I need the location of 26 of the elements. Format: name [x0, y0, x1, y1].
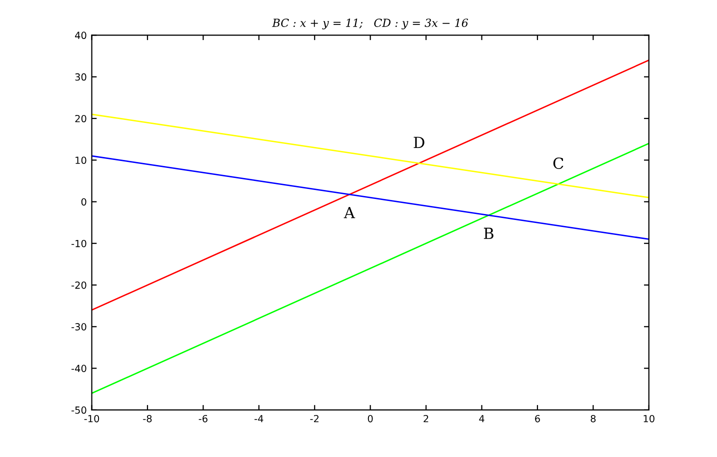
- x-tick-label: -4: [254, 415, 264, 422]
- x-tick-label: 2: [424, 414, 428, 422]
- y-tick-label: 30: [75, 73, 86, 81]
- chart-title: BC : x + y = 11; CD : y = 3x − 16: [272, 18, 468, 30]
- annotation: D: [414, 136, 424, 148]
- x-tick-label: 4: [479, 415, 484, 422]
- y-tick-label: -40: [72, 364, 86, 372]
- annotation: B: [484, 228, 494, 239]
- x-tick-label: -10: [84, 414, 100, 422]
- x-tick-label: -8: [143, 414, 152, 422]
- y-tick-label: 40: [75, 32, 86, 40]
- x-tick-label: -2: [310, 414, 318, 422]
- x-tick-label: -6: [198, 414, 208, 422]
- x-tick-label: 10: [644, 414, 654, 422]
- y-tick-label: -30: [72, 323, 86, 330]
- annotation: C: [553, 157, 564, 170]
- y-tick-label: -10: [72, 240, 86, 248]
- x-tick-label: 6: [535, 414, 540, 422]
- x-tick-label: 8: [590, 414, 596, 422]
- y-tick-label: -20: [72, 281, 86, 289]
- y-tick-label: -50: [72, 406, 86, 414]
- annotation: A: [344, 206, 356, 218]
- y-tick-label: 10: [76, 156, 86, 164]
- y-tick-label: 0: [81, 198, 86, 206]
- y-tick-label: 20: [75, 114, 86, 122]
- x-tick-label: 0: [368, 414, 373, 422]
